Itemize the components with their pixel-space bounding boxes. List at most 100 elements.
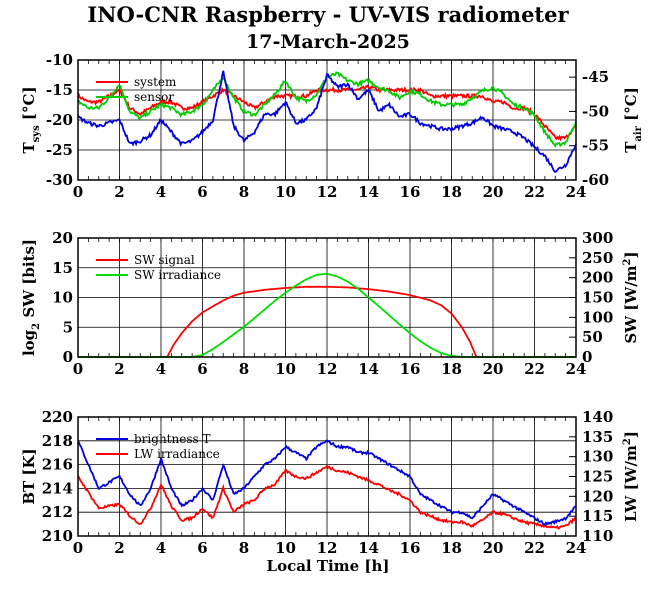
y-left-tick-label: 15: [52, 259, 73, 277]
x-tick-label: 6: [197, 183, 207, 201]
y-left-tick-label: 210: [42, 527, 73, 545]
x-tick-label: 4: [156, 360, 166, 378]
x-tick-label: 4: [156, 539, 166, 557]
y-left-tick-label: -20: [46, 111, 73, 129]
y-right-axis-title: LW [W/m2]: [622, 431, 640, 522]
panel-shortwave: 0 2 4 6 8 10 12 14 16 18 20 22 240510152005010015020…: [20, 229, 640, 378]
y-left-tick-label: 216: [42, 456, 73, 474]
panel-longwave: 0 2 4 6 8 10 12 14 16 18 20 22 242102122142162182201…: [20, 408, 640, 557]
series-line-sw-signal: [78, 285, 576, 358]
y-right-tick-label: 120: [582, 487, 613, 505]
x-tick-label: 18: [441, 360, 462, 378]
x-tick-label: 24: [566, 360, 587, 378]
y-left-tick-label: 212: [42, 503, 73, 521]
x-tick-label: 6: [197, 539, 207, 557]
y-right-tick-label: -50: [582, 102, 609, 120]
y-left-tick-label: 218: [42, 432, 73, 450]
plot-frame: [77, 237, 577, 358]
y-left-tick-label: 20: [52, 229, 73, 247]
y-right-tick-label: 125: [582, 468, 613, 486]
y-left-tick-label: -15: [46, 81, 73, 99]
figure-title: INO-CNR Raspberry - UV-VIS radiometer: [87, 2, 569, 27]
y-right-tick-label: 0: [582, 348, 592, 366]
y-left-tick-label: -25: [46, 141, 73, 159]
y-right-axis-title: SW [W/m2]: [622, 251, 640, 343]
x-tick-label: 10: [275, 183, 296, 201]
series-line-system: [77, 84, 577, 142]
x-tick-label: 0: [73, 360, 83, 378]
y-right-tick-label: 200: [582, 269, 613, 287]
y-right-tick-label: 130: [582, 448, 613, 466]
x-tick-label: 4: [156, 183, 166, 201]
y-left-axis-title: log2 SW [bits]: [20, 239, 42, 356]
y-right-tick-label: 50: [582, 328, 603, 346]
panel-temperatures: 0 2 4 6 8 10 12 14 16 18 20 22 24-30-25-20-15-10-60-…: [20, 51, 644, 201]
x-tick-label: 20: [483, 360, 504, 378]
legend-label: brightness T: [134, 432, 210, 446]
y-right-tick-label: 250: [582, 249, 613, 267]
plot-frame: [77, 416, 577, 537]
y-right-tick-label: -60: [582, 171, 609, 189]
x-tick-label: 2: [114, 360, 124, 378]
plot-frame: [77, 59, 577, 181]
series-line-lw-irradiance: [77, 463, 576, 530]
x-tick-label: 2: [114, 183, 124, 201]
x-tick-label: 0: [73, 539, 83, 557]
x-tick-label: 18: [441, 183, 462, 201]
x-tick-label: 20: [483, 183, 504, 201]
legend-label: LW irradiance: [134, 447, 220, 461]
x-tick-label: 10: [275, 360, 296, 378]
series-line-unnamed: [77, 70, 577, 174]
x-tick-label: 24: [566, 183, 587, 201]
x-tick-label: 14: [358, 539, 379, 557]
legend-label: sensor: [134, 90, 174, 104]
x-tick-label: 16: [400, 539, 421, 557]
x-tick-label: 22: [524, 539, 545, 557]
y-left-tick-label: -10: [46, 51, 73, 69]
x-tick-label: 14: [358, 183, 379, 201]
legend-label: SW signal: [134, 253, 195, 267]
y-right-tick-label: 135: [582, 428, 613, 446]
x-tick-label: 8: [239, 360, 249, 378]
x-tick-label: 12: [317, 539, 338, 557]
y-right-tick-label: 300: [582, 229, 613, 247]
x-tick-label: 12: [317, 183, 338, 201]
x-tick-label: 8: [239, 183, 249, 201]
x-tick-label: 14: [358, 360, 379, 378]
x-tick-label: 22: [524, 360, 545, 378]
y-right-tick-label: 100: [582, 308, 613, 326]
x-tick-label: 12: [317, 360, 338, 378]
y-right-tick-label: 150: [582, 289, 613, 307]
y-left-axis-title: Tsys [°C]: [20, 86, 42, 153]
x-tick-label: 2: [114, 539, 124, 557]
x-tick-label: 6: [197, 360, 207, 378]
y-left-tick-label: -30: [46, 171, 73, 189]
y-right-tick-label: 115: [582, 507, 613, 525]
x-tick-label: 10: [275, 539, 296, 557]
y-right-tick-label: 140: [582, 408, 613, 426]
x-tick-label: 0: [73, 183, 83, 201]
x-tick-label: 22: [524, 183, 545, 201]
x-axis-label: Local Time [h]: [267, 557, 390, 575]
y-right-tick-label: 110: [582, 527, 613, 545]
legend-label: system: [134, 75, 177, 89]
y-left-tick-label: 10: [52, 289, 73, 307]
y-right-tick-label: -45: [582, 68, 609, 86]
y-left-axis-title: BT [K]: [20, 448, 38, 504]
x-tick-label: 8: [239, 539, 249, 557]
figure-date: 17-March-2025: [246, 31, 410, 53]
y-left-tick-label: 5: [63, 318, 73, 336]
x-tick-label: 24: [566, 539, 587, 557]
y-left-tick-label: 220: [42, 408, 73, 426]
y-left-tick-label: 214: [42, 479, 73, 497]
x-tick-label: 16: [400, 183, 421, 201]
x-tick-label: 20: [483, 539, 504, 557]
x-tick-label: 18: [441, 539, 462, 557]
y-left-tick-label: 0: [63, 348, 73, 366]
series-line-brightness-t: [77, 439, 577, 526]
y-right-tick-label: -55: [582, 137, 609, 155]
legend-label: SW irradiance: [134, 268, 221, 282]
x-tick-label: 16: [400, 360, 421, 378]
